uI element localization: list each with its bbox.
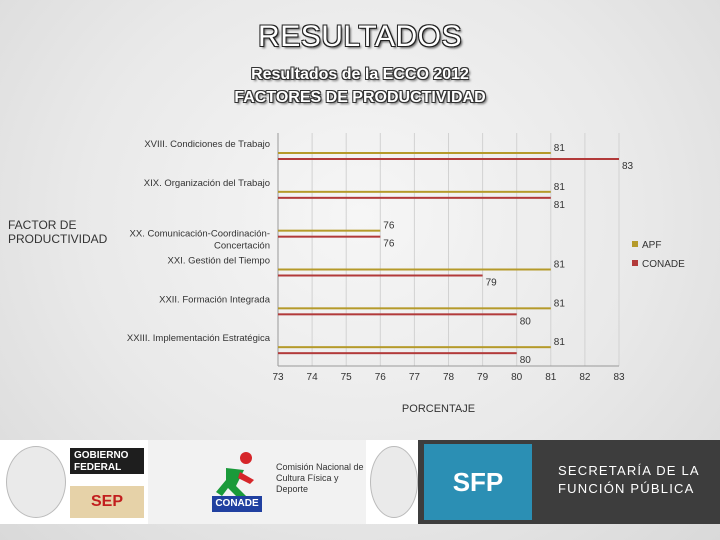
legend-swatch xyxy=(632,260,638,266)
x-tick-label: 80 xyxy=(511,372,523,383)
footer-conade: CONADE Comisión Nacional de Cultura Físi… xyxy=(148,440,366,524)
sep-logo: SEP xyxy=(70,486,144,518)
footer-shield-2 xyxy=(366,440,418,524)
slide-subtitle-factors: FACTORES DE PRODUCTIVIDAD xyxy=(234,89,486,106)
x-tick-label: 73 xyxy=(272,372,284,383)
footer-sfp: SFP SECRETARÍA DE LA FUNCIÓN PÚBLICA xyxy=(418,440,720,524)
legend-label: CONADE xyxy=(642,259,685,270)
x-tick-label: 75 xyxy=(341,372,353,383)
category-label: XX. Comunicación-Coordinación- xyxy=(130,229,270,240)
bar-apf xyxy=(278,229,381,232)
data-label: 83 xyxy=(622,161,634,172)
data-label: 79 xyxy=(486,278,498,289)
category-label: XXIII. Implementación Estratégica xyxy=(127,333,271,344)
sfp-full-name: SECRETARÍA DE LA FUNCIÓN PÚBLICA xyxy=(558,463,700,496)
data-label: 80 xyxy=(520,355,532,366)
legend-swatch xyxy=(632,241,638,247)
conade-logo: CONADE xyxy=(212,496,262,512)
bar-conade xyxy=(278,158,619,160)
data-label: 81 xyxy=(554,182,566,193)
category-label: XXI. Gestión del Tiempo xyxy=(168,256,270,267)
data-label: 76 xyxy=(383,221,395,232)
bar-chart: 73 74 75 76 77 78 79 80 81 82 83 PORCENTAJE XVIII. C… xyxy=(127,133,685,415)
data-label: 81 xyxy=(554,260,566,271)
x-tick-label: 83 xyxy=(613,372,625,383)
bar-apf xyxy=(278,307,551,310)
footer-gobierno-sep: GOBIERNO FEDERAL SEP xyxy=(0,440,148,524)
x-tick-label: 79 xyxy=(477,372,489,383)
conade-full-name: Comisión Nacional de Cultura Física y De… xyxy=(276,462,364,494)
bar-conade xyxy=(278,313,517,316)
gobierno-federal-label: GOBIERNO FEDERAL xyxy=(70,448,144,474)
bar-apf xyxy=(278,268,551,271)
x-tick-label: 74 xyxy=(307,372,319,383)
bar-apf xyxy=(278,190,551,193)
y-axis-label: FACTOR DE PRODUCTIVIDAD xyxy=(8,218,108,246)
x-tick-label: 82 xyxy=(579,372,591,383)
slide-subtitle: Resultados de la ECCO 2012 xyxy=(251,66,469,83)
mexico-shield-icon xyxy=(6,446,66,518)
runner-icon xyxy=(216,452,254,502)
bar-apf xyxy=(278,152,551,154)
category-label: XIX. Organización del Trabajo xyxy=(144,178,270,189)
bar-apf xyxy=(278,346,551,349)
x-axis-title: PORCENTAJE xyxy=(402,403,475,415)
data-label: 81 xyxy=(554,143,566,154)
bar-conade xyxy=(278,235,381,238)
x-tick-label: 77 xyxy=(409,372,421,383)
data-label: 80 xyxy=(520,316,532,327)
data-label: 81 xyxy=(554,298,566,309)
category-label: XVIII. Condiciones de Trabajo xyxy=(144,139,270,150)
data-label: 81 xyxy=(554,337,566,348)
data-label: 81 xyxy=(554,200,566,211)
bar-conade xyxy=(278,274,483,277)
category-label: XXII. Formación Integrada xyxy=(159,294,271,305)
mexico-shield-icon xyxy=(370,446,418,518)
x-tick-label: 78 xyxy=(443,372,455,383)
x-tick-label: 81 xyxy=(545,372,557,383)
sfp-logo: SFP xyxy=(424,444,532,520)
slide-title: RESULTADOS xyxy=(258,20,462,53)
footer-logos: GOBIERNO FEDERAL SEP CONADE Comisión Nac… xyxy=(0,440,720,530)
data-label: 76 xyxy=(383,239,395,250)
x-tick-label: 76 xyxy=(375,372,387,383)
legend-label: APF xyxy=(642,240,661,251)
bar-conade xyxy=(278,196,551,199)
category-label: Concertación xyxy=(214,241,270,252)
bar-conade xyxy=(278,352,517,355)
